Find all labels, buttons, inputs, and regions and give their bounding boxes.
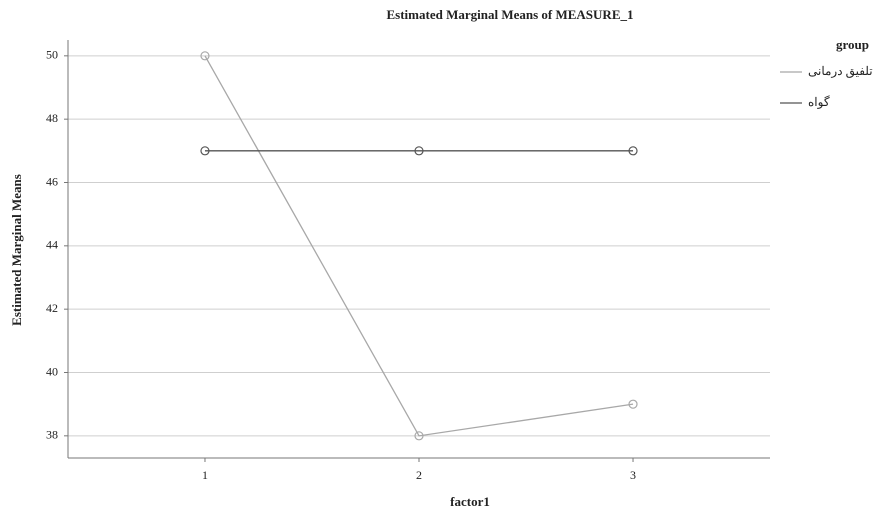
x-tick-label: 2	[416, 468, 422, 482]
y-tick-label: 40	[46, 364, 58, 378]
y-tick-label: 48	[46, 111, 58, 125]
point-marker	[628, 399, 638, 409]
point-marker	[414, 431, 424, 441]
y-tick-label: 46	[46, 174, 58, 188]
series-line	[204, 55, 634, 437]
x-tick-label: 1	[202, 468, 208, 482]
legend-label: تلفیق درمانی	[808, 64, 873, 78]
legend-label: گواه	[808, 95, 830, 109]
y-tick-label: 50	[46, 48, 58, 62]
y-tick-label: 44	[46, 238, 58, 252]
chart-title: Estimated Marginal Means of MEASURE_1	[387, 7, 634, 22]
point-marker	[200, 146, 210, 156]
legend-title: group	[836, 37, 869, 52]
point-marker	[200, 51, 210, 61]
x-tick-label: 3	[630, 468, 636, 482]
point-marker	[414, 146, 424, 156]
point-marker	[628, 146, 638, 156]
y-tick-label: 38	[46, 428, 58, 442]
x-axis-title: factor1	[450, 494, 490, 509]
y-tick-label: 42	[46, 301, 58, 315]
y-axis-title: Estimated Marginal Means	[9, 174, 24, 326]
